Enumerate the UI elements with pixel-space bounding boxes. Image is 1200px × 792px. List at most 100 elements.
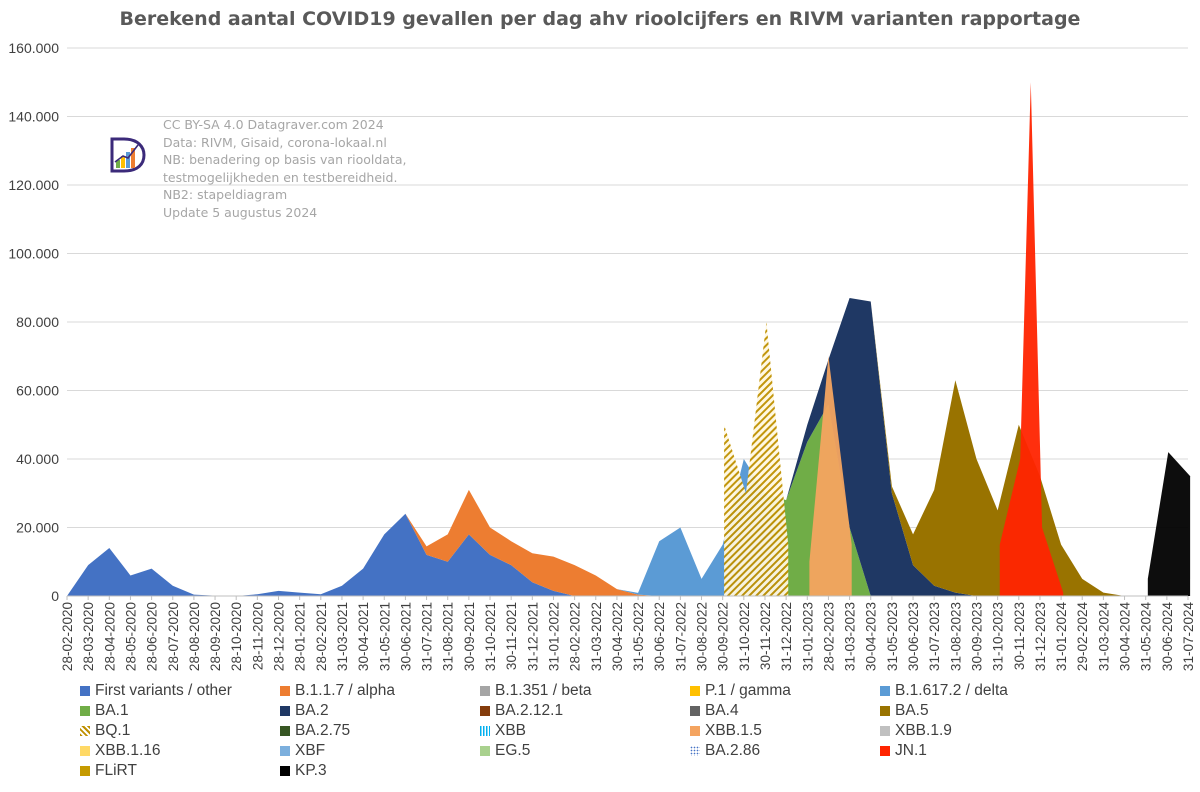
legend-label: KP.3 bbox=[295, 762, 327, 779]
legend-swatch bbox=[880, 686, 890, 696]
y-tick-label: 0 bbox=[51, 588, 59, 604]
legend-swatch bbox=[480, 706, 490, 716]
x-tick-label: 31-01-2022 bbox=[546, 602, 561, 671]
x-tick-label: 28-03-2020 bbox=[81, 602, 96, 671]
x-tick-label: 30-06-2024 bbox=[1160, 602, 1175, 672]
legend-swatch bbox=[280, 766, 290, 776]
peak-area-kp.3 bbox=[1147, 452, 1191, 596]
x-tick-label: 30-08-2022 bbox=[695, 602, 710, 671]
x-tick-label: 28-10-2020 bbox=[229, 602, 244, 671]
x-tick-label: 31-03-2024 bbox=[1096, 602, 1111, 672]
y-tick-label: 80.000 bbox=[16, 314, 59, 330]
legend-label: BA.2.86 bbox=[705, 742, 761, 759]
legend-item: FLiRT bbox=[80, 762, 137, 780]
legend-label: B.1.351 / beta bbox=[495, 682, 592, 699]
x-tick-label: 28-08-2020 bbox=[187, 602, 202, 671]
legend-item: BQ.1 bbox=[80, 722, 130, 740]
y-tick-label: 160.000 bbox=[8, 40, 59, 56]
x-tick-label: 28-12-2020 bbox=[272, 602, 287, 671]
annotation-line: NB: benadering op basis van riooldata, bbox=[163, 152, 407, 167]
legend-label: JN.1 bbox=[895, 742, 927, 759]
x-tick-label: 31-05-2023 bbox=[885, 602, 900, 671]
x-tick-label: 31-08-2023 bbox=[948, 602, 963, 671]
peak-area-xbb.1.5 bbox=[809, 356, 852, 596]
series-area-9 bbox=[67, 298, 1188, 596]
legend-swatch bbox=[480, 686, 490, 696]
x-tick-label: 30-09-2023 bbox=[969, 602, 984, 671]
legend-item: B.1.1.7 / alpha bbox=[280, 682, 395, 700]
legend-swatch bbox=[880, 746, 890, 756]
annotation-line: Update 5 augustus 2024 bbox=[163, 204, 318, 220]
x-tick-label: 30-06-2023 bbox=[906, 602, 921, 671]
x-tick-label: 30-06-2021 bbox=[398, 602, 413, 671]
legend-label: B.1.617.2 / delta bbox=[895, 682, 1008, 699]
legend-swatch bbox=[480, 746, 490, 756]
x-tick-label: 30-04-2022 bbox=[610, 602, 625, 671]
legend-label: FLiRT bbox=[95, 762, 137, 779]
x-tick-label: 28-01-2021 bbox=[293, 602, 308, 671]
x-tick-label: 31-05-2024 bbox=[1139, 602, 1154, 672]
legend-swatch bbox=[80, 726, 90, 736]
legend-swatch bbox=[280, 686, 290, 696]
legend-label: P.1 / gamma bbox=[705, 682, 791, 699]
x-tick-label: 28-05-2020 bbox=[123, 602, 138, 671]
legend-item: XBB bbox=[480, 722, 526, 740]
legend-swatch bbox=[280, 746, 290, 756]
legend-item: BA.5 bbox=[880, 702, 929, 720]
x-tick-label: 31-12-2023 bbox=[1033, 602, 1048, 671]
y-tick-label: 140.000 bbox=[8, 109, 59, 125]
x-tick-label: 31-07-2024 bbox=[1181, 602, 1196, 672]
x-tick-label: 31-01-2023 bbox=[800, 602, 815, 671]
y-tick-label: 40.000 bbox=[16, 451, 59, 467]
x-tick-label: 28-02-2022 bbox=[568, 602, 583, 671]
legend-item: B.1.351 / beta bbox=[480, 682, 592, 700]
legend-item: BA.2.75 bbox=[280, 722, 350, 740]
x-tick-label: 28-07-2020 bbox=[166, 602, 181, 671]
legend-label: BA.4 bbox=[705, 702, 739, 719]
legend-swatch bbox=[690, 726, 700, 736]
legend-label: XBB.1.16 bbox=[95, 742, 161, 759]
legend-label: EG.5 bbox=[495, 742, 531, 759]
x-tick-label: 28-11-2020 bbox=[250, 602, 265, 670]
legend-label: First variants / other bbox=[95, 682, 232, 699]
legend-item: XBB.1.5 bbox=[690, 722, 762, 740]
x-tick-label: 30-04-2021 bbox=[356, 602, 371, 671]
annotation-line: Data: RIVM, Gisaid, corona-lokaal.nl bbox=[163, 134, 387, 150]
legend-label: XBB bbox=[495, 722, 527, 739]
legend-swatch bbox=[80, 766, 90, 776]
x-tick-label: 30-09-2022 bbox=[716, 602, 731, 671]
x-tick-label: 31-05-2022 bbox=[631, 602, 646, 671]
legend-label: BA.5 bbox=[895, 702, 929, 719]
legend-swatch bbox=[80, 686, 90, 696]
x-tick-label: 31-12-2021 bbox=[525, 602, 540, 671]
legend-swatch bbox=[880, 726, 890, 736]
x-tick-label: 31-01-2024 bbox=[1054, 602, 1069, 672]
legend-item: XBB.1.9 bbox=[880, 722, 952, 740]
legend-label: BA.1 bbox=[95, 702, 129, 719]
legend-item: JN.1 bbox=[880, 742, 927, 760]
y-tick-label: 100.000 bbox=[8, 246, 59, 262]
legend-item: BA.2 bbox=[280, 702, 329, 720]
legend-item: BA.4 bbox=[690, 702, 739, 720]
peak-area-bq.1 bbox=[724, 322, 789, 596]
y-tick-label: 120.000 bbox=[8, 177, 59, 193]
x-tick-label: 28-02-2020 bbox=[60, 602, 75, 671]
x-tick-label: 28-02-2021 bbox=[314, 602, 329, 671]
legend-item: XBB.1.16 bbox=[80, 742, 161, 760]
x-tick-label: 31-07-2023 bbox=[927, 602, 942, 671]
x-tick-label: 31-03-2023 bbox=[843, 602, 858, 671]
legend-label: XBF bbox=[295, 742, 326, 759]
legend-swatch bbox=[690, 686, 700, 696]
annotation-line: CC BY-SA 4.0 Datagraver.com 2024 bbox=[163, 117, 384, 132]
x-tick-label: 31-10-2021 bbox=[483, 602, 498, 671]
source-annotation: CC BY-SA 4.0 Datagraver.com 2024 Data: R… bbox=[163, 116, 406, 221]
x-tick-label: 28-04-2020 bbox=[102, 602, 117, 671]
legend-label: BA.2.12.1 bbox=[495, 702, 564, 719]
legend-item: KP.3 bbox=[280, 762, 327, 780]
x-tick-label: 31-10-2023 bbox=[991, 602, 1006, 671]
annotation-line: NB2: stapeldiagram bbox=[163, 187, 288, 202]
x-tick-label: 31-07-2021 bbox=[420, 602, 435, 671]
legend-swatch bbox=[690, 706, 700, 716]
legend-label: XBB.1.5 bbox=[705, 722, 762, 739]
peak-area-jn.1 bbox=[999, 82, 1064, 596]
